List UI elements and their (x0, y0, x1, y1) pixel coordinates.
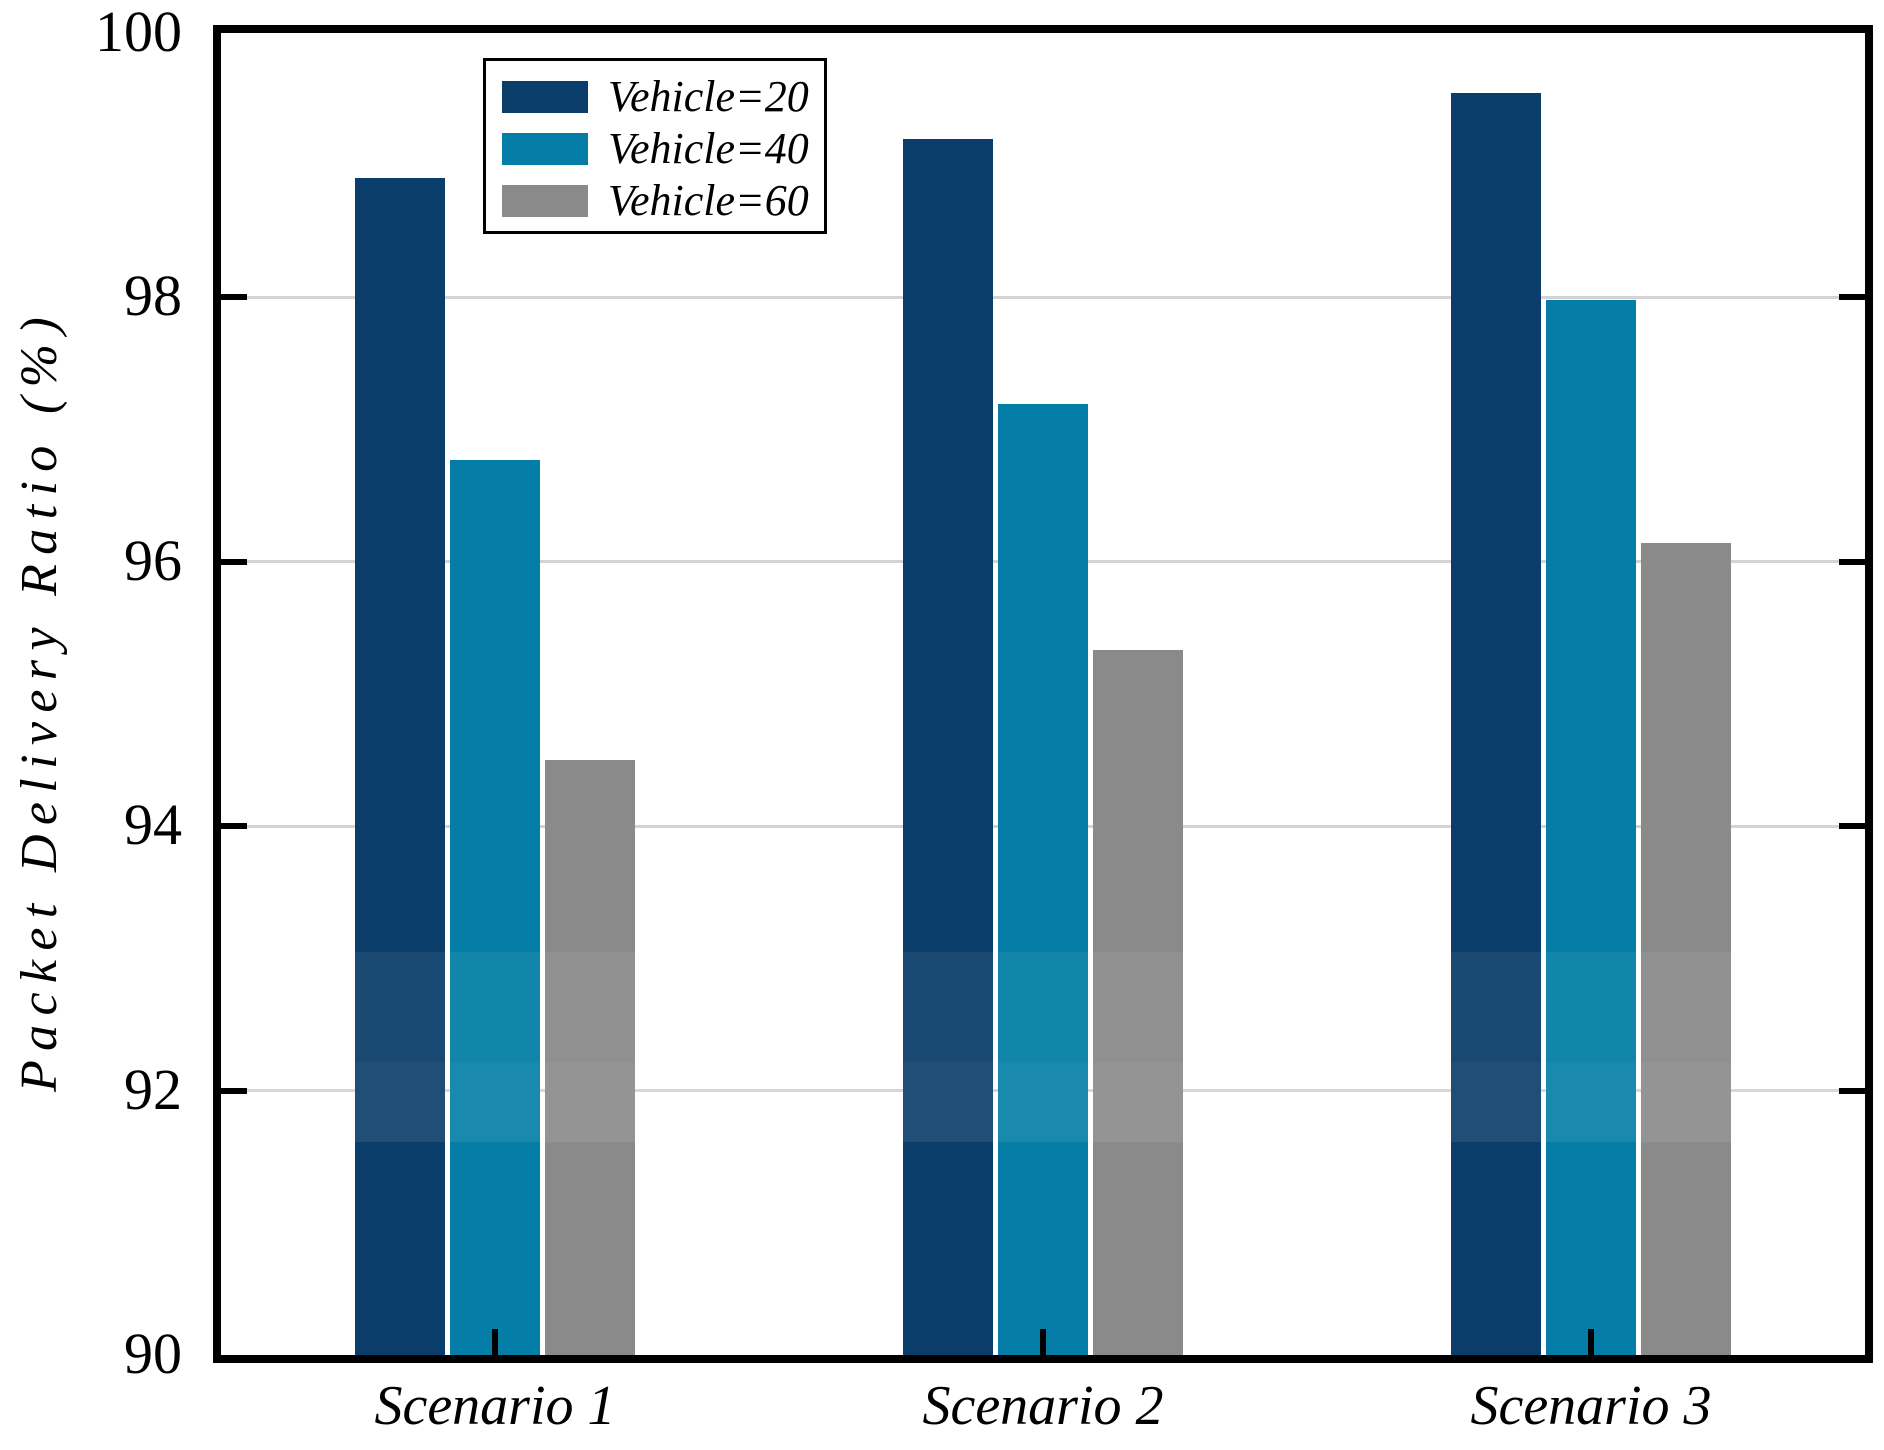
x-tick-scenario-3 (1588, 1329, 1594, 1355)
legend-swatch-vehicle-40 (502, 133, 588, 165)
legend-swatch-vehicle-20 (502, 81, 588, 113)
legend-row-vehicle-60: Vehicle=60 (486, 175, 824, 227)
axis-ticks-layer (221, 33, 1865, 1355)
right-tick-y-92 (1839, 1087, 1865, 1094)
left-tick-y-98 (221, 294, 247, 301)
right-tick-y-94 (1839, 823, 1865, 830)
x-tick-label-scenario-2: Scenario 2 (922, 1375, 1164, 1437)
artifact-band-2 (221, 1062, 1865, 1142)
bar-scenario-2-vehicle-40 (998, 404, 1088, 1355)
bar-scenario-1-vehicle-40 (450, 460, 540, 1355)
y-tick-label-92: 92 (124, 1056, 182, 1122)
legend-row-vehicle-20: Vehicle=20 (486, 71, 824, 123)
left-tick-y-94 (221, 823, 247, 830)
legend-label-vehicle-20: Vehicle=20 (608, 72, 809, 121)
legend-label-vehicle-40: Vehicle=40 (608, 124, 809, 173)
x-tick-label-scenario-1: Scenario 1 (374, 1375, 616, 1437)
bar-scenario-3-vehicle-40 (1546, 300, 1636, 1355)
x-tick-scenario-2 (1040, 1329, 1046, 1355)
plot-area (213, 25, 1873, 1363)
bar-scenario-1-vehicle-20 (355, 178, 445, 1355)
y-tick-label-94: 94 (124, 792, 182, 858)
y-tick-label-100: 100 (95, 0, 182, 64)
y-tick-label-90: 90 (124, 1321, 182, 1386)
legend-swatch-vehicle-60 (502, 185, 588, 217)
left-tick-y-92 (221, 1087, 247, 1094)
legend-row-vehicle-40: Vehicle=40 (486, 123, 824, 175)
right-tick-y-96 (1839, 558, 1865, 565)
bar-scenario-3-vehicle-60 (1641, 543, 1731, 1355)
legend: Vehicle=20 Vehicle=40 Vehicle=60 (483, 58, 827, 234)
right-tick-y-98 (1839, 294, 1865, 301)
artifact-bands-layer (221, 33, 1865, 1355)
x-tick-scenario-1 (492, 1329, 498, 1355)
y-tick-label-98: 98 (124, 263, 182, 329)
y-tick-label-96: 96 (124, 527, 182, 593)
x-tick-label-scenario-3: Scenario 3 (1470, 1375, 1712, 1437)
bar-scenario-1-vehicle-60 (545, 760, 635, 1355)
bars-layer (221, 33, 1865, 1355)
left-tick-y-96 (221, 558, 247, 565)
legend-label-vehicle-60: Vehicle=60 (608, 176, 809, 225)
gridline-y-98 (221, 295, 1865, 299)
bar-scenario-3-vehicle-20 (1451, 92, 1541, 1355)
artifact-band-1 (221, 952, 1865, 1062)
bar-scenario-2-vehicle-20 (903, 138, 993, 1355)
bar-scenario-2-vehicle-60 (1093, 650, 1183, 1355)
